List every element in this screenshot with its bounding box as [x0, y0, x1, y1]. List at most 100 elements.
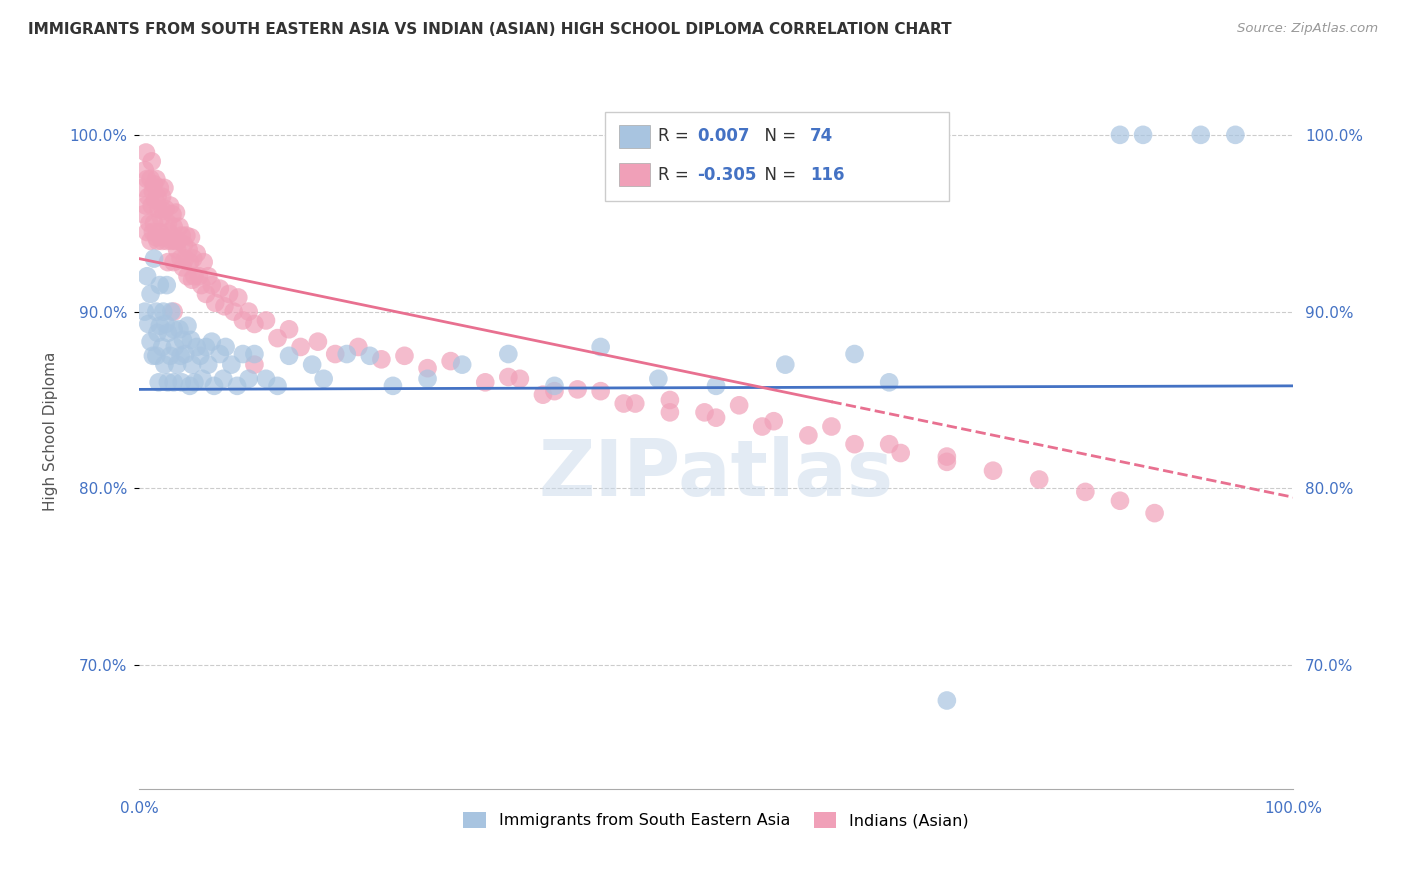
Point [177, 243, 200, 257]
Point [156, 255, 179, 269]
Point [567, 383, 589, 397]
Point [1109, 128, 1132, 142]
Text: 0.007: 0.007 [697, 128, 749, 145]
Point [141, 198, 163, 212]
Point [208, 347, 231, 361]
Point [183, 376, 205, 390]
Point [509, 372, 531, 386]
Point [149, 318, 172, 333]
Point [278, 349, 301, 363]
Text: 74: 74 [810, 128, 834, 145]
Point [152, 203, 174, 218]
Point [877, 376, 900, 390]
Point [1143, 506, 1166, 520]
Point [844, 347, 866, 361]
Point [142, 349, 165, 363]
Point [1189, 128, 1212, 142]
Point [136, 317, 159, 331]
Text: Source: ZipAtlas.com: Source: ZipAtlas.com [1237, 22, 1378, 36]
Point [194, 340, 217, 354]
Point [176, 269, 198, 284]
Point [139, 172, 162, 186]
Point [658, 405, 681, 419]
Point [131, 181, 153, 195]
Point [197, 269, 219, 284]
Point [624, 396, 647, 410]
Text: R =: R = [658, 128, 695, 145]
Point [218, 287, 240, 301]
Point [820, 419, 842, 434]
Point [166, 243, 188, 257]
Point [278, 322, 301, 336]
Point [190, 278, 212, 293]
Point [132, 207, 155, 221]
Point [143, 216, 166, 230]
Point [186, 340, 208, 354]
Point [188, 269, 211, 284]
Point [146, 190, 169, 204]
Point [214, 340, 236, 354]
Point [174, 252, 197, 266]
Point [531, 387, 554, 401]
Point [704, 410, 727, 425]
Point [149, 181, 172, 195]
Point [145, 349, 167, 363]
Point [150, 340, 173, 354]
Point [751, 419, 773, 434]
Point [143, 178, 166, 192]
Point [212, 372, 235, 386]
Point [797, 428, 820, 442]
Point [191, 372, 214, 386]
Point [1109, 493, 1132, 508]
Point [159, 349, 181, 363]
Point [658, 392, 681, 407]
Point [141, 154, 163, 169]
Point [156, 326, 179, 340]
Point [172, 260, 194, 275]
Text: -0.305: -0.305 [697, 166, 756, 184]
Point [208, 282, 231, 296]
Point [416, 372, 439, 386]
Point [266, 379, 288, 393]
Point [159, 198, 181, 212]
Point [142, 225, 165, 239]
Point [183, 269, 205, 284]
Point [169, 219, 191, 234]
Point [136, 190, 159, 204]
Point [498, 370, 520, 384]
Point [613, 396, 636, 410]
Point [172, 333, 194, 347]
Point [202, 379, 225, 393]
Point [160, 304, 183, 318]
Point [981, 464, 1004, 478]
Text: N =: N = [754, 166, 801, 184]
Point [148, 376, 170, 390]
Point [173, 237, 195, 252]
Point [775, 358, 797, 372]
Point [204, 295, 226, 310]
Point [935, 450, 957, 464]
Point [135, 145, 157, 160]
Point [1028, 473, 1050, 487]
Point [162, 207, 184, 221]
Point [307, 334, 329, 349]
Point [136, 172, 159, 186]
Point [254, 313, 277, 327]
Point [243, 317, 266, 331]
Point [163, 322, 186, 336]
Point [163, 234, 186, 248]
Point [451, 358, 474, 372]
Point [163, 304, 186, 318]
Point [935, 455, 957, 469]
Point [935, 693, 957, 707]
Point [145, 230, 167, 244]
Point [174, 347, 197, 361]
Point [181, 358, 204, 372]
Point [135, 198, 157, 212]
Point [153, 230, 176, 244]
Point [232, 347, 254, 361]
Point [148, 202, 170, 216]
Text: N =: N = [754, 128, 801, 145]
Point [179, 379, 201, 393]
Point [170, 376, 193, 390]
